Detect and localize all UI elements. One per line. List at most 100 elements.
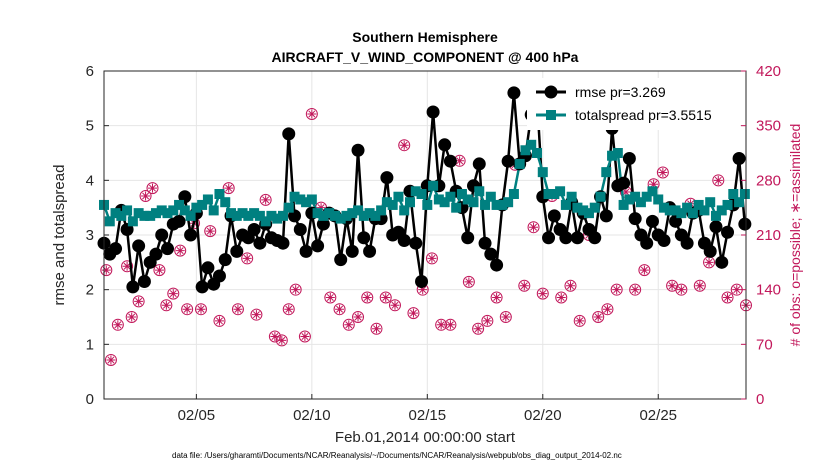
totalspread-point [485, 191, 496, 202]
obs-assimilated-point [695, 281, 705, 291]
obs-possible-point [407, 307, 420, 320]
totalspread-point [456, 189, 467, 199]
legend-totalspread-marker [546, 110, 556, 120]
rmse-point [588, 231, 602, 245]
obs-assimilated-point [113, 320, 123, 330]
x-tick-label: 02/15 [409, 407, 447, 424]
obs-possible-point [370, 322, 383, 335]
obs-assimilated-point [473, 324, 483, 334]
totalspread-point [139, 210, 150, 221]
data-file-footnote: data file: /Users/gharamti/Documents/NCA… [172, 451, 622, 460]
obs-assimilated-point [251, 310, 261, 320]
rmse-point [640, 236, 654, 250]
x-tick-label: 02/05 [178, 407, 216, 424]
obs-assimilated-point [277, 335, 287, 345]
totalspread-point [664, 205, 675, 216]
obs-possible-point [231, 303, 244, 316]
totalspread-point [197, 199, 208, 210]
totalspread-point [387, 199, 398, 210]
obs-assimilated-point [593, 312, 603, 322]
y-tick-label: 0 [86, 391, 94, 408]
totalspread-point [133, 208, 144, 219]
obs-assimilated-point [445, 320, 455, 330]
totalspread-point [156, 205, 167, 216]
totalspread-point [728, 189, 739, 199]
right-axis: 0 70 140 210 280 350 420 [741, 63, 781, 408]
obs-assimilated-point [205, 226, 215, 236]
rmse-point [645, 214, 659, 228]
rmse-point [542, 231, 556, 245]
obs-assimilated-point [141, 191, 151, 201]
obs-assimilated-point [529, 222, 539, 232]
totalspread-point [589, 202, 600, 213]
totalspread-point [491, 199, 502, 210]
rmse-point [409, 236, 423, 250]
obs-possible-point [527, 221, 540, 234]
obs-assimilated-point [436, 320, 446, 330]
totalspread-point [607, 150, 618, 161]
y-tick-label: 5 [86, 118, 94, 135]
totalspread-point [428, 180, 439, 191]
rmse-point [438, 138, 452, 152]
totalspread-point [353, 205, 364, 216]
obs-possible-point [656, 166, 669, 179]
obs-assimilated-point [325, 292, 335, 302]
rmse-point [415, 274, 429, 288]
totalspread-point [595, 191, 606, 202]
obs-assimilated-point [501, 312, 511, 322]
obs-assimilated-point [261, 195, 271, 205]
obs-possible-point [490, 291, 503, 304]
totalspread-point [122, 205, 133, 216]
obs-possible-point [289, 283, 302, 296]
obs-assimilated-point [492, 292, 502, 302]
totalspread-point [376, 205, 387, 216]
totalspread-point [168, 205, 179, 216]
totalspread-point [578, 205, 589, 216]
obs-assimilated-point [335, 304, 345, 314]
obs-possible-point [573, 314, 586, 327]
obs-possible-point [275, 334, 288, 347]
y-right-axis-label: # of obs: o=possible; ∗=assimilated [787, 124, 803, 347]
totalspread-point [503, 197, 514, 208]
totalspread-point [422, 199, 433, 210]
totalspread-point [295, 194, 306, 205]
totalspread-point [185, 210, 196, 221]
totalspread-point [306, 194, 317, 205]
obs-possible-point [499, 311, 512, 323]
obs-assimilated-point [519, 281, 529, 291]
obs-possible-point [268, 330, 281, 343]
rmse-point [126, 280, 140, 294]
rmse-point [282, 127, 296, 141]
series-layer [97, 86, 752, 366]
rmse-point [172, 214, 186, 228]
obs-assimilated-point [344, 320, 354, 330]
obs-possible-point [638, 264, 651, 277]
obs-possible-point [111, 318, 124, 331]
obs-assimilated-point [713, 175, 723, 185]
obs-assimilated-point [101, 265, 111, 275]
totalspread-point [324, 208, 335, 219]
obs-assimilated-point [307, 109, 317, 119]
y-axis-label: rmse and totalspread [51, 165, 68, 306]
totalspread-point [508, 189, 519, 199]
totalspread-point [399, 205, 410, 216]
totalspread-point [659, 202, 670, 213]
obs-assimilated-point [284, 304, 294, 314]
rmse-point [184, 228, 198, 242]
obs-possible-point [104, 353, 117, 366]
y-tick-label: 6 [86, 63, 94, 80]
obs-assimilated-point [316, 203, 326, 213]
obs-possible-point [693, 279, 706, 292]
rmse-point [703, 244, 717, 258]
obs-assimilated-point [372, 324, 382, 334]
rmse-point [397, 233, 411, 247]
totalspread-point [110, 208, 121, 219]
obs-assimilated-point [612, 285, 622, 295]
totalspread-point [722, 199, 733, 210]
totalspread-point [630, 191, 641, 202]
obs-possible-point [425, 252, 438, 265]
rmse-point [161, 242, 175, 256]
obs-assimilated-point [134, 296, 144, 306]
totalspread-point [520, 145, 531, 156]
